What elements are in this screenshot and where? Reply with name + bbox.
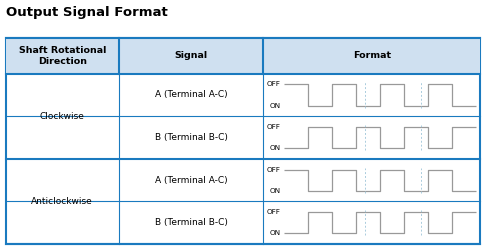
Text: Clockwise: Clockwise — [40, 112, 85, 121]
Text: Anticlockwise: Anticlockwise — [32, 197, 93, 206]
Text: Signal: Signal — [174, 51, 208, 61]
Text: OFF: OFF — [266, 124, 280, 130]
Text: A (Terminal A-C): A (Terminal A-C) — [155, 176, 227, 185]
Text: Output Signal Format: Output Signal Format — [6, 6, 168, 19]
Text: Shaft Rotational
Direction: Shaft Rotational Direction — [18, 46, 106, 66]
Text: OFF: OFF — [266, 166, 280, 172]
Text: ON: ON — [269, 145, 280, 151]
Text: OFF: OFF — [266, 209, 280, 215]
Text: B (Terminal B-C): B (Terminal B-C) — [155, 133, 227, 142]
Text: OFF: OFF — [266, 81, 280, 87]
Text: A (Terminal A-C): A (Terminal A-C) — [155, 90, 227, 100]
Bar — [6, 38, 480, 244]
Text: B (Terminal B-C): B (Terminal B-C) — [155, 218, 227, 227]
Text: ON: ON — [269, 188, 280, 194]
Text: ON: ON — [269, 103, 280, 109]
Bar — [6, 38, 480, 74]
Text: ON: ON — [269, 230, 280, 236]
Text: Format: Format — [353, 51, 391, 61]
